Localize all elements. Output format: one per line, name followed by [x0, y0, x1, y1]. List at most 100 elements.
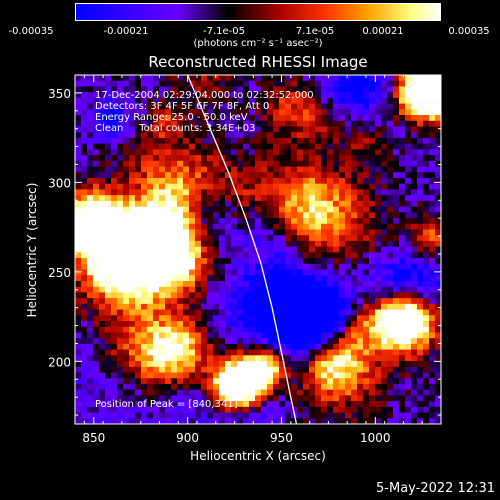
heatmap-cell [75, 75, 82, 82]
heatmap-cell [135, 189, 142, 196]
heatmap-cell [105, 143, 112, 150]
heatmap-cell [99, 132, 106, 139]
heatmap-cell [327, 86, 334, 93]
heatmap-cell [411, 286, 418, 293]
heatmap-cell [273, 86, 280, 93]
heatmap-cell [117, 303, 124, 310]
heatmap-cell [213, 80, 220, 87]
heatmap-cell [255, 223, 262, 230]
heatmap-cell [171, 298, 178, 305]
heatmap-cell [99, 115, 106, 122]
heatmap-cell [261, 115, 268, 122]
heatmap-cell [147, 160, 154, 167]
heatmap-cell [93, 200, 100, 207]
heatmap-cell [87, 321, 94, 328]
heatmap-cell [105, 229, 112, 236]
heatmap-cell [231, 235, 238, 242]
heatmap-cell [309, 200, 316, 207]
heatmap-cell [435, 355, 442, 362]
heatmap-cell [429, 218, 436, 225]
heatmap-cell [171, 195, 178, 202]
heatmap-cell [411, 406, 418, 413]
heatmap-cell [189, 212, 196, 219]
heatmap-cell [183, 298, 190, 305]
heatmap-cell [399, 172, 406, 179]
heatmap-cell [393, 412, 400, 419]
heatmap-cell [117, 160, 124, 167]
heatmap-cell [357, 355, 364, 362]
heatmap-cell [165, 286, 172, 293]
heatmap-cell [315, 86, 322, 93]
heatmap-cell [243, 303, 250, 310]
heatmap-cell [123, 137, 130, 144]
heatmap-cell [267, 303, 274, 310]
heatmap-cell [87, 206, 94, 213]
heatmap-cell [81, 143, 88, 150]
heatmap-cell [399, 406, 406, 413]
heatmap-cell [183, 155, 190, 162]
heatmap-cell [183, 303, 190, 310]
heatmap-cell [315, 177, 322, 184]
heatmap-cell [399, 149, 406, 156]
heatmap-cell [315, 143, 322, 150]
heatmap-cell [243, 298, 250, 305]
heatmap-cell [99, 326, 106, 333]
heatmap-cell [321, 280, 328, 287]
heatmap-cell [417, 229, 424, 236]
heatmap-cell [357, 132, 364, 139]
heatmap-cell [225, 126, 232, 133]
heatmap-cell [159, 155, 166, 162]
heatmap-cell [225, 75, 232, 82]
heatmap-cell [357, 137, 364, 144]
heatmap-cell [417, 80, 424, 87]
heatmap-cell [309, 355, 316, 362]
heatmap-cell [321, 109, 328, 116]
heatmap-cell [381, 115, 388, 122]
heatmap-cell [87, 166, 94, 173]
heatmap-cell [429, 263, 436, 270]
heatmap-cell [297, 75, 304, 82]
heatmap-cell [153, 280, 160, 287]
heatmap-cell [213, 366, 220, 373]
heatmap-cell [183, 280, 190, 287]
heatmap-cell [87, 355, 94, 362]
heatmap-cell [237, 309, 244, 316]
heatmap-cell [381, 80, 388, 87]
heatmap-cell [387, 177, 394, 184]
heatmap-cell [75, 80, 82, 87]
heatmap-cell [189, 280, 196, 287]
heatmap-cell [333, 240, 340, 247]
heatmap-cell [255, 361, 262, 368]
heatmap-cell [195, 269, 202, 276]
heatmap-cell [357, 177, 364, 184]
heatmap-cell [201, 103, 208, 110]
heatmap-cell [219, 349, 226, 356]
heatmap-cell [429, 120, 436, 127]
heatmap-cell [309, 206, 316, 213]
heatmap-cell [381, 120, 388, 127]
heatmap-cell [309, 103, 316, 110]
heatmap-cell [399, 206, 406, 213]
heatmap-cell [111, 389, 118, 396]
heatmap-cell [285, 97, 292, 104]
heatmap-cell [99, 75, 106, 82]
heatmap-cell [273, 246, 280, 253]
heatmap-cell [165, 315, 172, 322]
heatmap-cell [369, 395, 376, 402]
heatmap-cell [345, 298, 352, 305]
heatmap-cell [105, 172, 112, 179]
heatmap-cell [345, 120, 352, 127]
heatmap-cell [249, 229, 256, 236]
heatmap-cell [153, 383, 160, 390]
heatmap-cell [339, 109, 346, 116]
heatmap-cell [135, 240, 142, 247]
heatmap-cell [231, 120, 238, 127]
heatmap-cell [219, 132, 226, 139]
heatmap-cell [405, 349, 412, 356]
heatmap-cell [189, 177, 196, 184]
heatmap-cell [309, 315, 316, 322]
heatmap-cell [393, 252, 400, 259]
heatmap-cell [147, 298, 154, 305]
heatmap-cell [153, 246, 160, 253]
heatmap-cell [423, 103, 430, 110]
